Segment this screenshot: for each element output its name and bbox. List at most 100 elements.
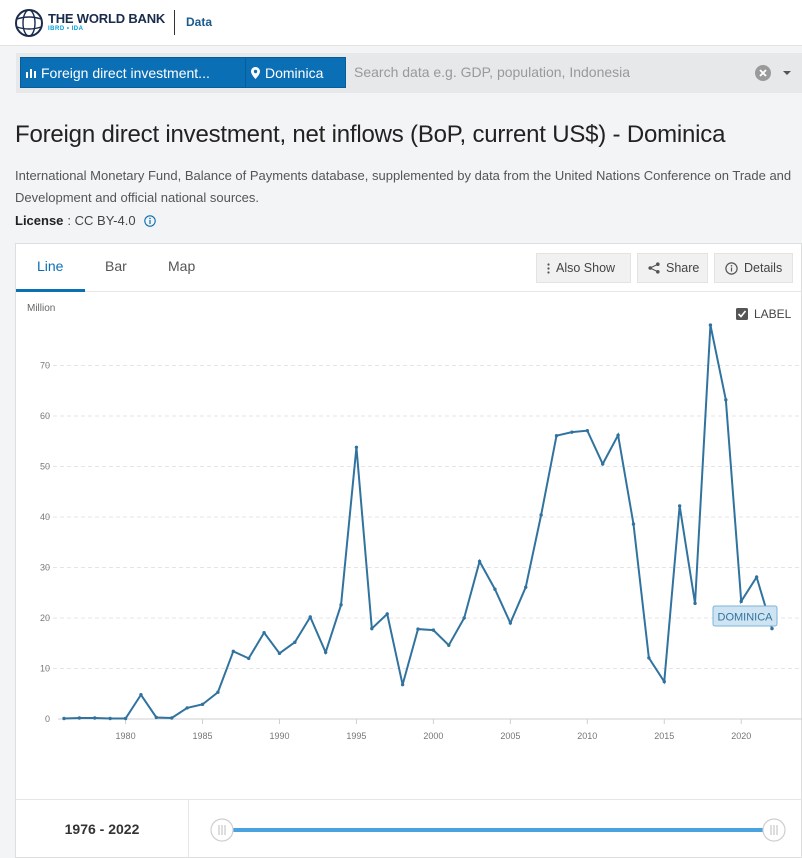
data-point[interactable] [447, 643, 451, 647]
data-point[interactable] [385, 612, 389, 616]
data-point[interactable] [77, 716, 82, 720]
y-tick-label: 0 [45, 714, 50, 724]
data-point[interactable] [585, 428, 590, 433]
also-show-button[interactable]: Also Show [536, 253, 631, 283]
data-point[interactable] [400, 682, 405, 687]
data-point[interactable] [93, 716, 97, 720]
share-button[interactable]: Share [637, 253, 708, 283]
brand-name[interactable]: THE WORLD BANK [48, 11, 166, 26]
x-tick-label: 1985 [193, 731, 213, 741]
data-point[interactable] [231, 649, 236, 654]
data-point[interactable] [293, 640, 297, 644]
slider-track [222, 828, 774, 832]
x-tick-label: 2000 [423, 731, 443, 741]
details-button[interactable]: Details [714, 253, 793, 283]
series-tag-label: DOMINICA [718, 612, 774, 624]
series-tag-box [712, 605, 778, 627]
y-gridlines [46, 365, 802, 720]
y-tick-label: 10 [40, 664, 50, 674]
details-label: Details [744, 261, 783, 275]
data-point[interactable] [154, 715, 159, 720]
data-point[interactable] [262, 630, 266, 635]
data-point[interactable] [600, 462, 605, 466]
world-bank-globe-icon[interactable] [14, 8, 44, 38]
data-point[interactable] [616, 433, 620, 437]
data-section-link[interactable]: Data [186, 15, 213, 29]
data-point[interactable] [662, 679, 666, 684]
data-point[interactable] [554, 433, 559, 438]
data-point[interactable] [539, 513, 543, 517]
indicator-chip-label: Foreign direct investment... [41, 64, 210, 81]
info-icon[interactable] [143, 214, 156, 227]
line-chart: 0 10 20 30 40 50 60 70 1980 1985 1990 1995 2000 2005… [27, 303, 802, 741]
data-point[interactable] [477, 559, 482, 564]
logo-divider [174, 10, 175, 35]
y-tick-label: 50 [40, 462, 50, 472]
tab-bar[interactable]: Bar [105, 258, 127, 274]
data-point[interactable] [370, 626, 374, 631]
more-vertical-icon [547, 262, 550, 274]
data-point[interactable] [770, 626, 774, 631]
country-chip[interactable]: Dominica [245, 57, 346, 88]
data-point[interactable] [277, 651, 282, 656]
data-point[interactable] [123, 716, 128, 721]
y-tick-label: 40 [40, 512, 50, 522]
data-point[interactable] [62, 716, 66, 721]
data-point[interactable] [339, 603, 343, 607]
series-tag: DOMINICA [712, 605, 778, 627]
data-point[interactable] [185, 706, 189, 710]
data-point[interactable] [139, 693, 143, 697]
data-point[interactable] [416, 627, 420, 631]
data-point[interactable] [508, 621, 513, 625]
map-pin-icon [251, 66, 260, 79]
label-checkbox[interactable] [736, 308, 748, 320]
top-bar: THE WORLD BANK IBRD • IDA Data [0, 0, 802, 46]
indicator-chip[interactable]: Foreign direct investment... [20, 57, 257, 88]
label-toggle-text: LABEL [754, 307, 792, 321]
slider-start-handle[interactable] [210, 818, 234, 842]
x-tick-label: 2020 [731, 731, 751, 741]
data-point[interactable] [708, 323, 713, 327]
year-range-slider[interactable] [206, 813, 796, 847]
data-point[interactable] [308, 615, 312, 619]
data-point[interactable] [200, 702, 205, 707]
check-icon [737, 310, 747, 318]
clear-search-icon[interactable] [754, 64, 772, 82]
data-point[interactable] [323, 650, 328, 655]
data-point[interactable] [570, 430, 574, 434]
also-show-label: Also Show [556, 261, 616, 275]
data-point[interactable] [108, 716, 112, 721]
tab-line[interactable]: Line [37, 258, 64, 274]
data-point[interactable] [431, 628, 436, 632]
slider-end-handle[interactable] [762, 818, 786, 842]
data-point[interactable] [677, 504, 682, 508]
data-point[interactable] [462, 616, 466, 620]
y-tick-label: 60 [40, 411, 50, 421]
tab-map[interactable]: Map [168, 258, 196, 274]
info-circle-icon [725, 261, 738, 275]
chart-card: Line Bar Map Also Show Share Details 0 10… [15, 243, 802, 858]
data-point[interactable] [647, 656, 651, 660]
chevron-down-icon[interactable] [782, 68, 792, 78]
x-tick-label: 2005 [500, 731, 520, 741]
data-point[interactable] [724, 398, 728, 402]
chart-tabs: Line Bar Map Also Show Share Details [16, 244, 802, 292]
data-point[interactable] [631, 522, 636, 526]
country-chip-label: Dominica [265, 64, 324, 81]
series-points [62, 323, 774, 721]
data-point[interactable] [216, 690, 220, 694]
x-tick-label: 1995 [346, 731, 366, 741]
data-point[interactable] [246, 656, 251, 661]
data-point[interactable] [524, 585, 528, 589]
y-tick-label: 70 [40, 361, 50, 371]
data-point[interactable] [170, 716, 174, 720]
label-toggle[interactable]: LABEL [736, 307, 792, 321]
data-point[interactable] [754, 575, 759, 579]
search-input[interactable]: Search data e.g. GDP, population, Indone… [354, 64, 631, 80]
bar-chart-icon [26, 68, 36, 78]
data-point[interactable] [354, 445, 359, 450]
data-point[interactable] [739, 599, 743, 604]
data-point[interactable] [493, 587, 497, 591]
data-point[interactable] [693, 601, 697, 606]
y-tick-label: 20 [40, 613, 50, 623]
